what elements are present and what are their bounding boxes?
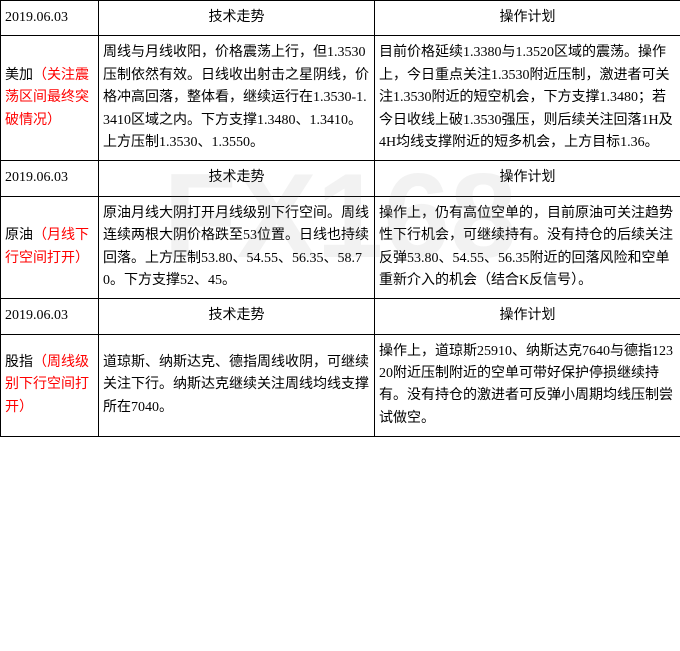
tech-content: 原油月线大阴打开月线级别下行空间。周线连续两根大阴价格跌至53位置。日线也持续回… xyxy=(99,196,375,299)
table-header-row: 2019.06.03 技术走势 操作计划 xyxy=(1,161,680,196)
table-header-row: 2019.06.03 技术走势 操作计划 xyxy=(1,299,680,334)
analysis-table: 2019.06.03 技术走势 操作计划 美加（关注震荡区间最终突破情况） 周线… xyxy=(0,0,680,437)
tech-header: 技术走势 xyxy=(99,299,375,334)
instrument-name: 原油 xyxy=(5,228,33,243)
date-cell: 2019.06.03 xyxy=(1,161,99,196)
tech-header: 技术走势 xyxy=(99,1,375,36)
tech-content: 道琼斯、纳斯达克、德指周线收阴，可继续关注下行。纳斯达克继续关注周线均线支撑所在… xyxy=(99,334,375,437)
date-cell: 2019.06.03 xyxy=(1,1,99,36)
tech-header: 技术走势 xyxy=(99,161,375,196)
instrument-name: 美加 xyxy=(5,68,33,83)
instrument-label: 原油（月线下行空间打开） xyxy=(1,196,99,299)
date-cell: 2019.06.03 xyxy=(1,299,99,334)
table-content-row: 美加（关注震荡区间最终突破情况） 周线与月线收阳，价格震荡上行，但1.3530压… xyxy=(1,36,680,161)
instrument-name: 股指 xyxy=(5,355,33,370)
plan-content: 目前价格延续1.3380与1.3520区域的震荡。操作上，今日重点关注1.353… xyxy=(375,36,680,161)
plan-header: 操作计划 xyxy=(375,1,680,36)
plan-content: 操作上，道琼斯25910、纳斯达克7640与德指12320附近压制附近的空单可带… xyxy=(375,334,680,437)
plan-header: 操作计划 xyxy=(375,161,680,196)
table-content-row: 股指（周线级别下行空间打开） 道琼斯、纳斯达克、德指周线收阴，可继续关注下行。纳… xyxy=(1,334,680,437)
tech-content: 周线与月线收阳，价格震荡上行，但1.3530压制依然有效。日线收出射击之星阴线，… xyxy=(99,36,375,161)
table-header-row: 2019.06.03 技术走势 操作计划 xyxy=(1,1,680,36)
instrument-label: 股指（周线级别下行空间打开） xyxy=(1,334,99,437)
instrument-label: 美加（关注震荡区间最终突破情况） xyxy=(1,36,99,161)
plan-content: 操作上，仍有高位空单的，目前原油可关注趋势性下行机会，可继续持有。没有持仓的后续… xyxy=(375,196,680,299)
plan-header: 操作计划 xyxy=(375,299,680,334)
table-content-row: 原油（月线下行空间打开） 原油月线大阴打开月线级别下行空间。周线连续两根大阴价格… xyxy=(1,196,680,299)
